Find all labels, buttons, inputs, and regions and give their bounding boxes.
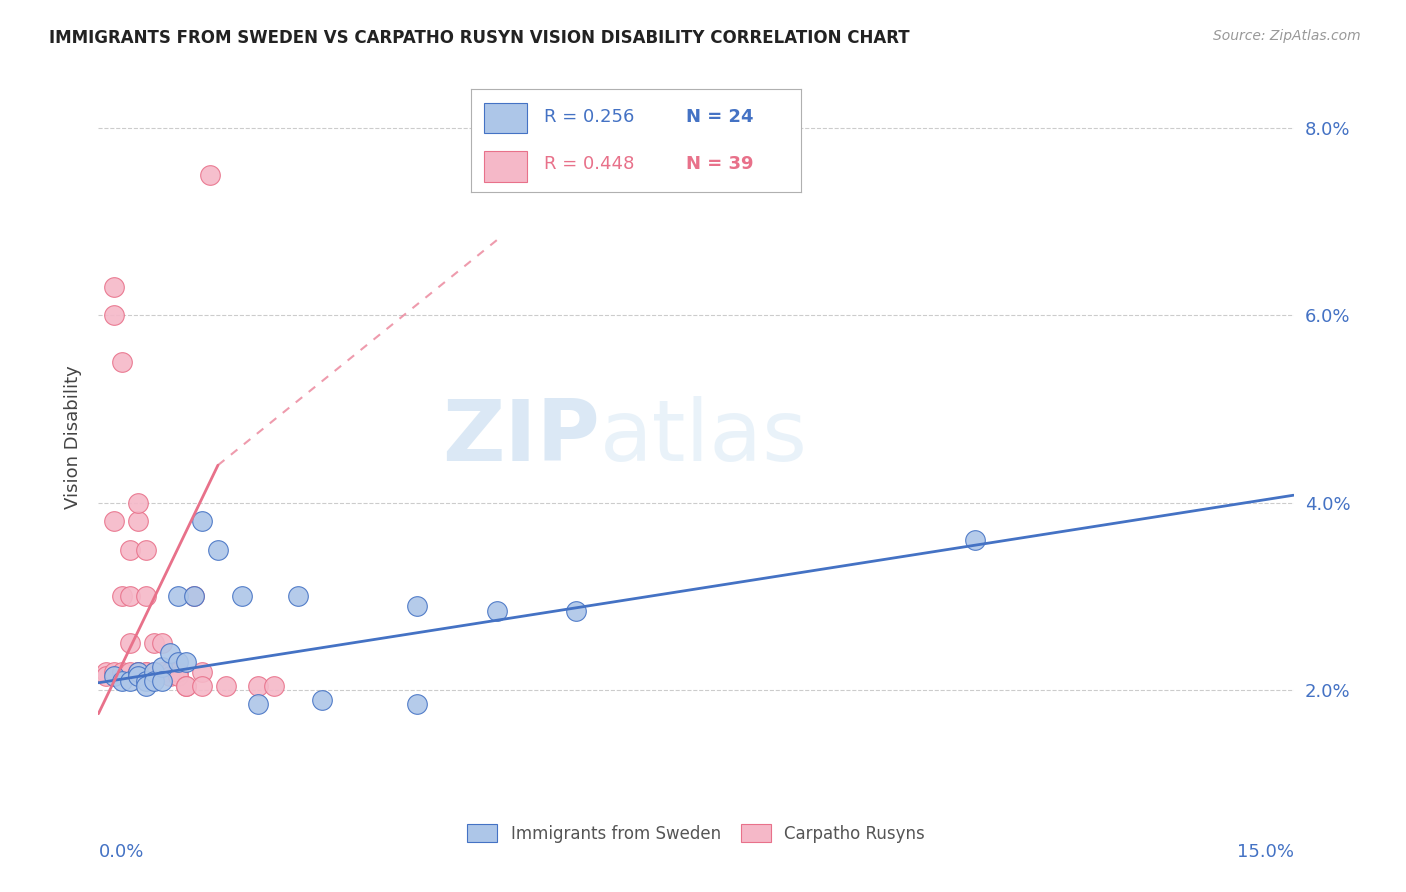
Point [127,515,149,529]
Point [150,636,173,650]
Point [143,665,166,679]
Point [215,679,238,693]
Point [96,665,118,679]
Point [103,308,125,322]
Text: Source: ZipAtlas.com: Source: ZipAtlas.com [1213,29,1361,43]
Point [191,665,214,679]
Point [135,590,157,604]
Point [207,542,229,557]
Point [150,665,173,679]
Point [135,542,157,557]
Point [174,679,197,693]
Point [167,590,190,604]
Text: IMMIGRANTS FROM SWEDEN VS CARPATHO RUSYN VISION DISABILITY CORRELATION CHART: IMMIGRANTS FROM SWEDEN VS CARPATHO RUSYN… [49,29,910,46]
Text: N = 24: N = 24 [686,108,754,126]
Point [150,660,173,674]
Point [246,679,269,693]
Text: R = 0.256: R = 0.256 [544,108,634,126]
Point [143,673,166,688]
Point [167,665,190,679]
Point [143,636,166,650]
Point [263,679,285,693]
FancyBboxPatch shape [484,103,527,133]
Point [120,636,142,650]
Point [103,280,125,294]
Point [565,603,588,617]
Point [485,603,508,617]
Point [191,679,214,693]
Y-axis label: Vision Disability: Vision Disability [65,365,83,509]
Point [135,665,157,679]
Point [127,665,149,679]
Point [311,692,333,706]
Point [135,673,157,688]
Point [103,515,125,529]
Point [963,533,986,548]
Point [159,646,181,660]
Point [150,673,173,688]
Point [231,590,253,604]
Text: ZIP: ZIP [443,395,600,479]
Point [120,665,142,679]
Point [127,665,149,679]
Point [191,515,214,529]
Point [120,590,142,604]
Point [111,673,134,688]
Point [111,665,134,679]
Point [159,669,181,683]
Point [127,496,149,510]
Point [135,679,157,693]
Legend: Immigrants from Sweden, Carpatho Rusyns: Immigrants from Sweden, Carpatho Rusyns [461,818,931,849]
Point [111,355,134,369]
Point [127,669,149,683]
FancyBboxPatch shape [484,151,527,181]
Point [287,590,309,604]
Point [167,655,190,669]
Point [406,698,429,712]
Point [406,599,429,613]
Point [127,665,149,679]
Point [159,665,181,679]
Point [135,665,157,679]
Point [120,673,142,688]
Text: N = 39: N = 39 [686,155,754,173]
Point [246,698,269,712]
Text: R = 0.448: R = 0.448 [544,155,634,173]
Point [174,655,197,669]
Point [167,669,190,683]
Text: atlas: atlas [600,395,808,479]
Text: 15.0%: 15.0% [1236,843,1294,861]
Point [111,590,134,604]
Point [143,669,166,683]
Point [143,665,166,679]
Point [103,669,125,683]
Point [183,590,205,604]
Point [103,665,125,679]
Point [120,542,142,557]
Text: 0.0%: 0.0% [98,843,143,861]
Point [183,590,205,604]
Point [198,168,221,182]
Point [174,679,197,693]
Point [96,669,118,683]
